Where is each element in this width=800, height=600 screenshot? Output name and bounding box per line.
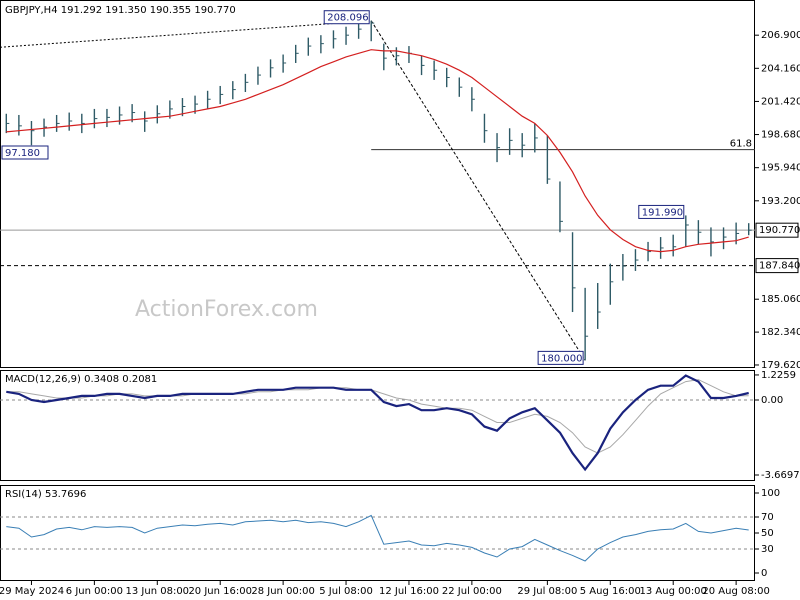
watermark: ActionForex.com (135, 297, 318, 322)
x-tick-label: 13 Jun 08:00 (126, 586, 190, 597)
price-level-label: 190.770 (759, 225, 800, 236)
price-level-label: 187.840 (759, 261, 800, 272)
x-tick-label: 6 Jun 00:00 (66, 586, 123, 597)
y-tick-label: 195.940 (761, 163, 800, 174)
chart-title: GBPJPY,H4 191.292 191.350 190.355 190.77… (5, 5, 236, 16)
annotation: 180.000 (541, 353, 582, 364)
x-tick-label: 28 Jun 00:00 (251, 586, 315, 597)
price-level-box (755, 258, 799, 274)
annotation-box (638, 204, 685, 219)
y-tick-label: 182.340 (761, 327, 800, 338)
trendline (370, 20, 586, 361)
y-tick-label: 185.060 (761, 294, 800, 305)
left-label-box (1, 145, 49, 160)
annotation: 208.096 (327, 13, 368, 24)
macd-panel (0, 370, 755, 481)
macd-line (6, 374, 749, 472)
annotation-box (323, 10, 370, 25)
x-tick-label: 20 Jun 16:00 (188, 586, 252, 597)
x-tick-label: 13 Aug 00:00 (639, 586, 706, 597)
x-tick-label: 22 Jul 00:00 (442, 586, 502, 597)
x-tick-label: 5 Jul 08:00 (319, 586, 373, 597)
macd-line (6, 379, 749, 454)
y-tick-label: -3.6697 (761, 470, 800, 481)
y-tick-label: 0.00 (761, 395, 783, 406)
y-tick-label: 206.900 (761, 30, 800, 41)
annotation: 191.990 (642, 207, 683, 218)
price-level-box (755, 222, 799, 238)
price-panel (0, 0, 755, 368)
y-tick-label: 193.200 (761, 196, 800, 207)
y-tick-label: 0 (761, 568, 767, 579)
rsi-line (6, 514, 749, 562)
y-tick-label: 100 (761, 488, 780, 499)
macd-title: MACD(12,26,9) 0.3408 0.2081 (5, 374, 157, 385)
moving-average (6, 49, 749, 253)
trendline (0, 20, 372, 48)
y-tick-label: 198.680 (761, 130, 800, 141)
y-tick-label: 1.2259 (761, 370, 796, 381)
left-label: 97.180 (5, 148, 40, 159)
x-tick-label: 29 May 2024 (0, 586, 64, 597)
x-tick-label: 29 Jul 08:00 (517, 586, 577, 597)
x-tick-label: 20 Aug 08:00 (702, 586, 769, 597)
y-tick-label: 30 (761, 544, 774, 555)
rsi-panel (0, 485, 755, 581)
y-tick-label: 70 (761, 512, 774, 523)
x-tick-label: 12 Jul 16:00 (379, 586, 439, 597)
y-tick-label: 50 (761, 528, 774, 539)
annotation-box (537, 350, 584, 365)
y-tick-label: 179.620 (761, 360, 800, 371)
rsi-title: RSI(14) 53.7696 (5, 489, 86, 500)
x-tick-label: 5 Aug 16:00 (580, 586, 641, 597)
y-tick-label: 201.420 (761, 96, 800, 107)
y-tick-label: 204.160 (761, 63, 800, 74)
fib-label: 61.8 (730, 139, 752, 150)
